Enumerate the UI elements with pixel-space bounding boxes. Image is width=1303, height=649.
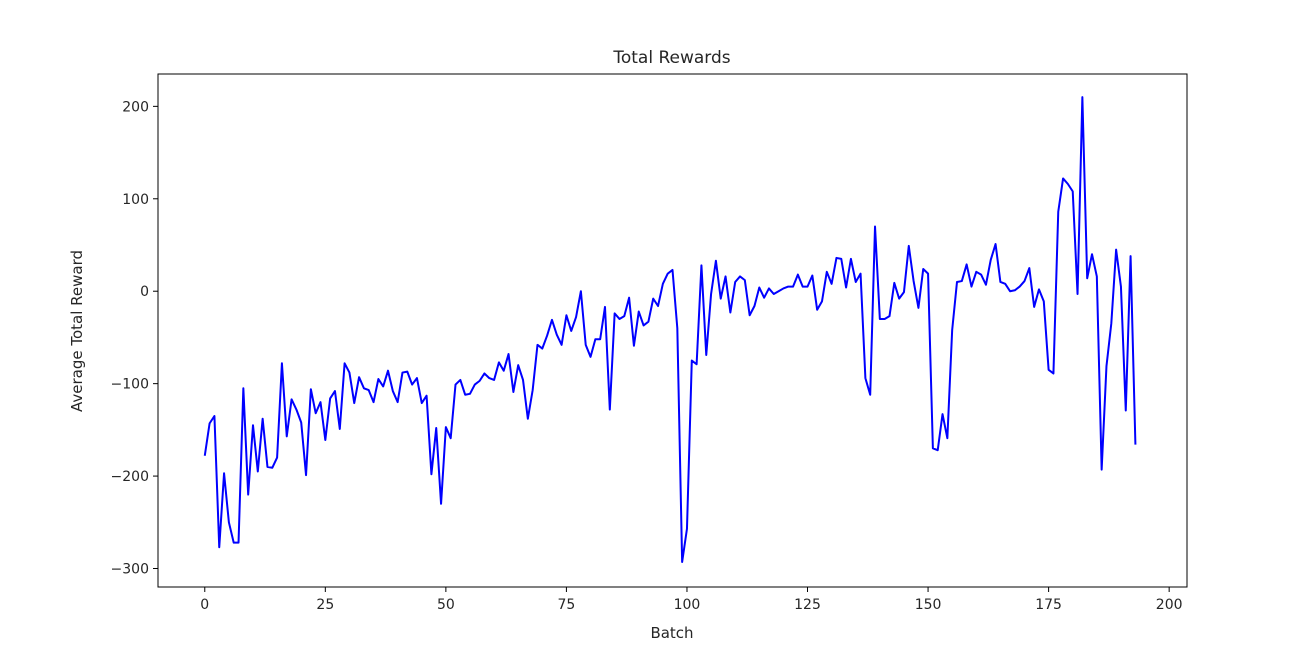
- y-tick-label: 200: [122, 99, 149, 115]
- x-tick-label: 0: [200, 597, 209, 613]
- y-tick-label: 100: [122, 192, 149, 208]
- x-tick-label: 50: [437, 597, 455, 613]
- x-tick-label: 125: [794, 597, 821, 613]
- y-tick-label: −200: [111, 469, 149, 485]
- y-tick-label: 0: [140, 284, 149, 300]
- plot-frame: [157, 73, 1188, 588]
- x-tick-label: 150: [915, 597, 942, 613]
- x-tick-label: 200: [1156, 597, 1183, 613]
- y-tick-label: −300: [111, 562, 149, 578]
- x-tick-label: 25: [316, 597, 334, 613]
- x-tick-label: 175: [1035, 597, 1062, 613]
- chart-title: Total Rewards: [612, 48, 730, 68]
- x-tick-label: 75: [558, 597, 576, 613]
- series-line: [203, 96, 1137, 564]
- x-tick-label: 100: [674, 597, 701, 613]
- plot-area: 0 25 50 75 100 125 150 175 200 −300 −200 −100 0 100 20…: [111, 96, 1183, 613]
- y-tick-label: −100: [111, 377, 149, 393]
- y-axis-label: Average Total Reward: [68, 250, 86, 412]
- x-axis-label: Batch: [650, 624, 693, 642]
